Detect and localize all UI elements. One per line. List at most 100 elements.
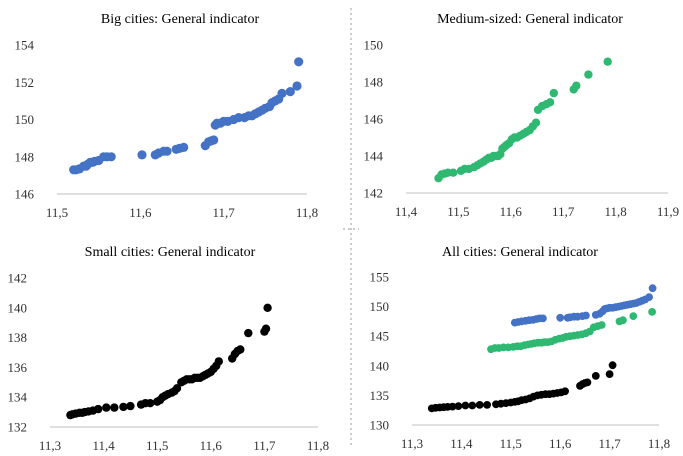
data-point	[137, 150, 147, 160]
y-tick-label: 150	[364, 38, 384, 53]
y-tick-label: 150	[15, 112, 35, 127]
data-point	[608, 361, 617, 370]
data-point	[619, 316, 627, 325]
x-tick-label: 11,5	[447, 204, 469, 219]
data-point	[261, 324, 271, 333]
chart-big-cities: Big cities: General indicator 1461481501…	[15, 12, 319, 220]
chart-title: Big cities: General indicator	[101, 12, 260, 27]
y-tick-label: 146	[15, 187, 35, 202]
data-points	[69, 57, 304, 175]
data-point	[236, 345, 245, 354]
data-point	[648, 284, 657, 293]
x-tick-label: 11,7	[598, 436, 621, 451]
data-point	[454, 402, 463, 410]
y-tick-label: 142	[364, 186, 384, 201]
data-point	[146, 399, 155, 408]
data-point	[556, 313, 565, 322]
x-tick-label: 11,6	[549, 436, 572, 451]
data-point	[214, 357, 223, 366]
x-tick-label: 11,5	[500, 436, 522, 451]
x-tick-labels: 11,5 11,6 11,7 11,8	[46, 205, 318, 220]
y-tick-labels: 142 144 146 148 150	[364, 38, 384, 201]
data-point	[244, 328, 253, 338]
data-point	[110, 403, 119, 412]
data-point	[545, 98, 555, 107]
y-tick-label: 145	[370, 329, 390, 344]
y-tick-label: 144	[364, 149, 384, 164]
x-tick-labels: 11,3 11,4 11,5 11,6 11,7 11,8	[39, 438, 329, 453]
y-tick-label: 135	[370, 388, 390, 403]
x-tick-label: 11,6	[200, 438, 223, 453]
data-point	[584, 70, 593, 79]
x-tick-labels: 11,3 11,4 11,5 11,6 11,7 11,8	[401, 436, 670, 451]
data-point	[102, 403, 111, 412]
x-tick-label: 11,4	[450, 436, 473, 451]
data-point	[531, 118, 541, 127]
data-point	[292, 81, 302, 91]
y-tick-label: 132	[8, 420, 28, 435]
chart-title: All cities: General indicator	[442, 245, 598, 260]
y-tick-label: 154	[15, 38, 35, 53]
data-point	[468, 401, 477, 410]
data-point	[179, 142, 189, 152]
x-tick-label: 11,7	[253, 438, 276, 453]
chart-medium-cities: Medium-sized: General indicator 14214414…	[364, 12, 680, 219]
chart-all-cities: All cities: General indicator 130 135 140 1…	[370, 245, 671, 451]
y-tick-labels: 146 148 150 152 154	[15, 38, 35, 202]
y-tick-labels: 130 135 140 145 150 155	[370, 270, 390, 433]
data-point	[172, 384, 182, 393]
data-point	[126, 401, 135, 411]
x-tick-label: 11,7	[213, 205, 236, 220]
y-tick-label: 155	[370, 270, 390, 285]
x-tick-label: 11,8	[648, 436, 670, 451]
chart-title: Medium-sized: General indicator	[437, 12, 623, 27]
data-points	[434, 57, 612, 183]
data-point	[583, 378, 592, 387]
x-tick-label: 11,4	[395, 204, 418, 219]
y-tick-label: 152	[15, 75, 35, 90]
data-point	[582, 311, 590, 320]
x-tick-label: 11,8	[307, 438, 329, 453]
x-tick-label: 11,7	[552, 204, 575, 219]
data-point	[561, 387, 569, 396]
data-points	[66, 303, 272, 420]
data-point	[572, 81, 581, 90]
x-tick-label: 11,5	[146, 438, 168, 453]
data-point	[209, 135, 219, 145]
y-tick-label: 130	[370, 418, 390, 433]
x-tick-label: 11,9	[657, 204, 679, 219]
x-tick-label: 11,3	[39, 438, 61, 453]
x-tick-label: 11,5	[46, 205, 68, 220]
x-tick-labels: 11,4 11,5 11,6 11,7 11,8 11,9	[395, 204, 679, 219]
data-point	[106, 152, 116, 162]
y-tick-label: 146	[364, 112, 384, 127]
data-point	[648, 308, 656, 316]
data-point	[449, 168, 458, 177]
data-point	[294, 57, 304, 67]
data-point	[605, 370, 614, 378]
y-tick-label: 148	[364, 75, 384, 90]
data-points	[427, 284, 657, 413]
data-point	[629, 312, 638, 320]
data-point	[475, 401, 484, 409]
data-point	[483, 401, 491, 409]
data-point	[549, 88, 558, 98]
data-point	[591, 372, 600, 380]
data-point	[461, 401, 470, 410]
y-tick-label: 136	[8, 360, 28, 375]
data-point	[603, 57, 612, 66]
y-tick-label: 140	[370, 358, 390, 373]
y-tick-label: 148	[15, 149, 35, 164]
data-point	[94, 404, 103, 414]
x-tick-label: 11,4	[92, 438, 115, 453]
data-point	[277, 88, 287, 98]
chart-title: Small cities: General indicator	[85, 245, 256, 260]
y-tick-label: 140	[8, 300, 28, 315]
x-tick-label: 11,6	[500, 204, 523, 219]
x-tick-label: 11,8	[296, 205, 318, 220]
data-point	[285, 87, 295, 97]
x-tick-label: 11,3	[401, 436, 423, 451]
data-point	[119, 402, 128, 412]
x-tick-label: 11,6	[129, 205, 152, 220]
